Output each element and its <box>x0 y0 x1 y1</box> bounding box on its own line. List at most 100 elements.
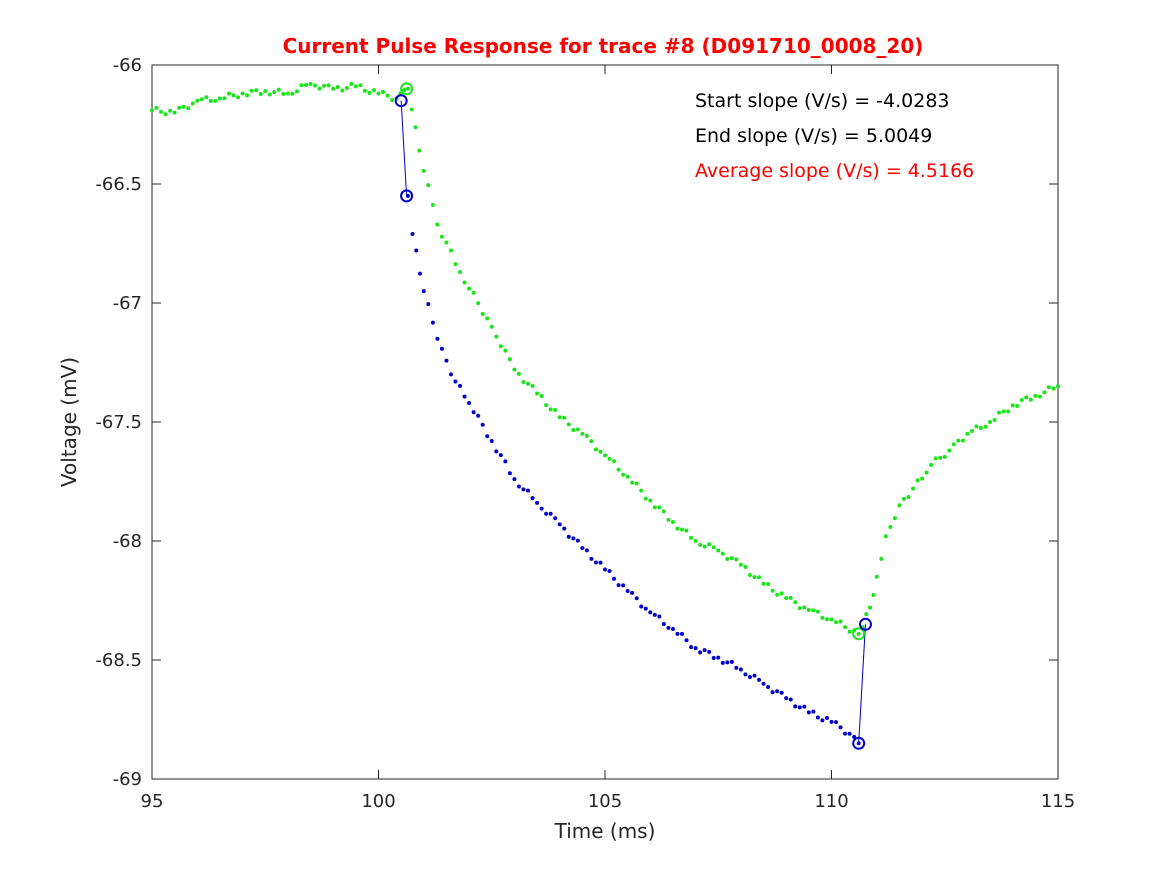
data-point <box>680 631 685 636</box>
data-point <box>847 629 852 634</box>
data-point <box>829 617 834 622</box>
data-point <box>666 625 671 630</box>
data-point <box>779 591 784 596</box>
data-point <box>716 655 721 660</box>
data-point <box>489 324 494 329</box>
data-point <box>418 271 423 276</box>
data-point <box>580 431 585 436</box>
circle-marker <box>852 736 866 750</box>
data-point <box>811 709 816 714</box>
data-point <box>426 302 431 307</box>
data-point <box>652 505 657 510</box>
chart-title: Current Pulse Response for trace #8 (D09… <box>283 34 924 58</box>
data-point <box>168 108 173 113</box>
data-point <box>634 596 639 601</box>
data-point <box>834 620 839 625</box>
data-point <box>1046 385 1051 390</box>
circle-markers <box>394 82 872 750</box>
data-point <box>186 106 191 111</box>
data-point <box>630 590 635 595</box>
data-point <box>616 467 621 472</box>
data-point <box>402 87 407 92</box>
data-point <box>557 415 562 420</box>
y-tick-label: -66 <box>113 55 142 76</box>
data-point <box>494 449 499 454</box>
data-point <box>530 383 535 388</box>
data-point <box>448 372 453 377</box>
data-point <box>702 648 707 653</box>
data-point <box>911 486 916 491</box>
data-point <box>177 105 182 110</box>
data-point <box>761 581 766 586</box>
circle-marker <box>400 82 414 96</box>
data-point <box>770 690 775 695</box>
data-point <box>779 690 784 695</box>
data-point <box>670 519 675 524</box>
data-point <box>340 88 345 93</box>
data-point <box>734 665 739 670</box>
circle-marker <box>858 617 872 631</box>
data-point <box>743 672 748 677</box>
data-point <box>761 681 766 686</box>
data-point <box>747 572 752 577</box>
circle-marker <box>400 189 414 203</box>
data-point <box>766 685 771 690</box>
data-point <box>924 470 929 475</box>
data-point <box>1024 395 1029 400</box>
axes: 95 100 105 110 115 -66 -66.5 -67 -67.5 -68 -68.5 -6… <box>95 55 1075 812</box>
data-point <box>738 667 743 672</box>
data-point <box>702 544 707 549</box>
data-point <box>874 574 879 579</box>
data-point <box>308 82 313 87</box>
data-point <box>616 583 621 588</box>
data-point <box>539 506 544 511</box>
data-point <box>349 82 354 87</box>
data-point <box>720 551 725 556</box>
data-point <box>793 600 798 605</box>
data-point <box>494 334 499 339</box>
data-point <box>906 495 911 500</box>
data-point <box>942 454 947 459</box>
y-tick-label: -68.5 <box>95 650 142 671</box>
data-point <box>752 575 757 580</box>
data-point <box>847 731 852 736</box>
data-point <box>802 704 807 709</box>
data-point <box>969 429 974 434</box>
data-point <box>938 455 943 460</box>
data-point <box>231 93 236 98</box>
data-point <box>553 407 558 412</box>
data-point <box>621 472 626 477</box>
data-point <box>797 705 802 710</box>
data-point <box>598 560 603 565</box>
data-point <box>630 480 635 485</box>
data-point <box>820 718 825 723</box>
data-point <box>544 511 549 516</box>
data-point <box>824 617 829 622</box>
data-point <box>720 660 725 665</box>
data-point <box>1015 404 1020 409</box>
data-point <box>580 546 585 551</box>
data-point <box>525 488 530 493</box>
data-point <box>689 645 694 650</box>
data-point <box>815 609 820 614</box>
data-point <box>430 320 435 325</box>
data-point <box>539 394 544 399</box>
data-point <box>770 588 775 593</box>
data-point <box>204 95 209 100</box>
data-point <box>843 731 848 736</box>
data-point <box>410 231 415 236</box>
data-point <box>439 346 444 351</box>
data-point <box>353 84 358 89</box>
data-point <box>213 98 218 103</box>
data-point <box>405 193 410 198</box>
data-point <box>285 91 290 96</box>
data-point <box>199 97 204 102</box>
data-point <box>661 621 666 626</box>
data-point <box>757 575 762 580</box>
data-point <box>376 91 381 96</box>
data-point <box>462 394 467 399</box>
data-point <box>793 704 798 709</box>
data-point <box>639 604 644 609</box>
y-tick-label: -68 <box>113 531 142 552</box>
data-point <box>988 420 993 424</box>
